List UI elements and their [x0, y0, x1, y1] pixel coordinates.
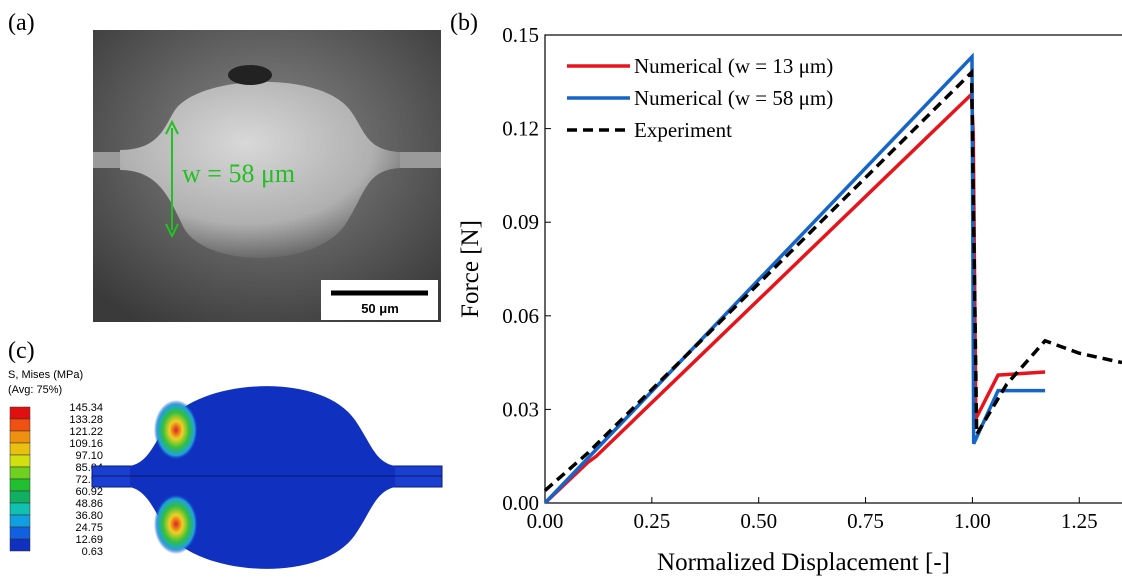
y-tick-label: 0.03 [502, 397, 539, 421]
contour-level: 60.92 [75, 486, 103, 498]
contour-level: 0.63 [82, 546, 103, 558]
contour-level: 12.69 [75, 534, 103, 546]
legend-title: S, Mises (MPa) [8, 369, 83, 381]
panel-label: (a) [8, 10, 35, 36]
series-line [545, 94, 1045, 503]
contour-band [10, 491, 30, 503]
y-axis-label: Force [N] [457, 220, 484, 318]
contour-band [10, 431, 30, 443]
x-tick-label: 1.00 [954, 509, 991, 533]
contour-band [10, 407, 30, 419]
y-tick-label: 0.15 [502, 23, 539, 47]
legend-label: Numerical (w = 58 μm) [634, 86, 833, 110]
y-tick-label: 0.12 [502, 117, 539, 141]
x-tick-label: 0.00 [527, 509, 564, 533]
contour-level: 109.16 [69, 438, 103, 450]
contour-legend: 145.34133.28121.22109.1697.1085.0472.986… [10, 402, 103, 558]
contour-band [10, 419, 30, 431]
y-tick-label: 0.09 [502, 210, 539, 234]
x-axis-label: Normalized Displacement [-] [657, 549, 950, 576]
x-tick-label: 0.25 [633, 509, 670, 533]
contour-band [10, 539, 30, 551]
x-tick-label: 0.75 [847, 509, 884, 533]
scale-bar-label: 50 μm [361, 301, 399, 316]
contour-band [10, 455, 30, 467]
contour-level: 121.22 [69, 426, 103, 438]
contour-band [10, 443, 30, 455]
contour-band [10, 503, 30, 515]
fea-model [92, 386, 442, 569]
contour-level: 145.34 [69, 402, 103, 414]
contour-band [10, 467, 30, 479]
contour-band [10, 479, 30, 491]
plot-frame [545, 35, 1122, 503]
panel-label: (b) [450, 10, 478, 36]
figure: (a) w = 58 μm 50 μm (c) S, Mises (MPa) (… [0, 0, 1122, 581]
series-line [545, 72, 1122, 490]
x-tick-label: 0.50 [740, 509, 777, 533]
contour-level: 48.86 [75, 498, 103, 510]
contour-level: 97.10 [75, 450, 103, 462]
x-tick-label: 1.25 [1061, 509, 1098, 533]
y-tick-label: 0.06 [502, 304, 539, 328]
width-annotation: w = 58 μm [182, 159, 295, 188]
legend-subtitle: (Avg: 75%) [8, 384, 62, 396]
contour-level: 24.75 [75, 522, 103, 534]
legend-label: Experiment [634, 118, 732, 142]
panel-label: (c) [8, 338, 35, 364]
contour-band [10, 515, 30, 527]
contour-level: 36.80 [75, 510, 103, 522]
series-line [545, 57, 1045, 503]
contour-band [10, 527, 30, 539]
contour-level: 133.28 [69, 414, 103, 426]
legend-label: Numerical (w = 13 μm) [634, 54, 833, 78]
